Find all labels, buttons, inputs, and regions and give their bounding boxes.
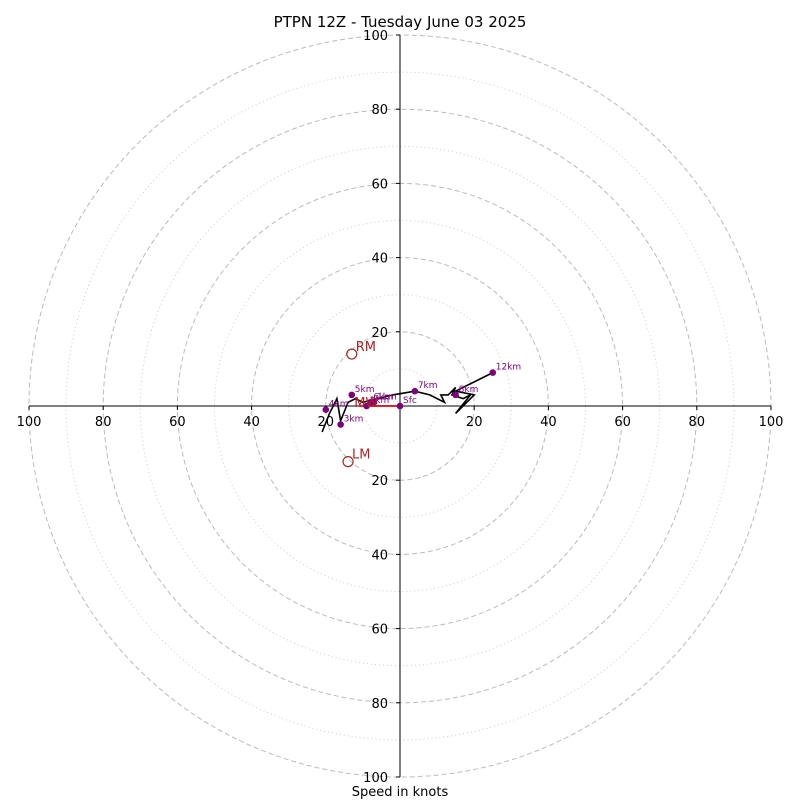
height-point-label: 8km bbox=[459, 385, 479, 395]
y-tick-label: 20 bbox=[371, 474, 388, 489]
height-point-marker bbox=[489, 369, 497, 376]
height-point-marker bbox=[337, 421, 344, 428]
height-point-label: 5km bbox=[355, 385, 375, 395]
storm-motion-marker bbox=[342, 456, 354, 468]
height-point-marker bbox=[367, 398, 374, 406]
y-tick-label: 20 bbox=[371, 326, 388, 341]
x-tick-label: 80 bbox=[95, 415, 112, 430]
height-point-label: 2km bbox=[370, 396, 390, 406]
y-tick-label: 100 bbox=[363, 29, 388, 44]
height-point-label: 4km bbox=[329, 400, 349, 410]
storm-motion-mw: MW bbox=[354, 396, 378, 411]
height-point-12km: 12km bbox=[489, 363, 521, 376]
height-point-4km: 4km bbox=[322, 400, 349, 414]
height-point-marker bbox=[348, 391, 356, 399]
height-point-marker bbox=[396, 402, 404, 410]
y-tick-label: 60 bbox=[371, 623, 388, 638]
x-tick-label: 40 bbox=[243, 415, 260, 430]
height-point-marker bbox=[322, 406, 330, 414]
x-tick-label: 60 bbox=[169, 415, 186, 430]
height-point-label: 7km bbox=[418, 381, 438, 391]
height-point-marker bbox=[411, 387, 419, 395]
y-tick-label: 80 bbox=[371, 697, 388, 712]
storm-motion-marker bbox=[346, 348, 358, 360]
storm-motion-label: LM bbox=[352, 448, 370, 463]
height-point-Sfc: Sfc bbox=[396, 396, 417, 410]
height-point-6km: 6km bbox=[367, 392, 393, 406]
x-tick-label: 80 bbox=[689, 415, 706, 430]
x-tick-label: 100 bbox=[759, 415, 784, 430]
storm-motion-rm: RM bbox=[346, 340, 376, 360]
storm-motion-label: MW bbox=[354, 396, 378, 411]
x-tick-label: 40 bbox=[540, 415, 557, 430]
chart-title: PTPN 12Z - Tuesday June 03 2025 bbox=[274, 13, 527, 31]
height-point-marker bbox=[452, 391, 459, 399]
y-tick-label: 60 bbox=[371, 177, 388, 192]
x-tick-label: 60 bbox=[614, 415, 631, 430]
height-point-label: Sfc bbox=[403, 396, 417, 406]
height-point-label: 6km bbox=[373, 392, 393, 402]
height-point-3km: 3km bbox=[337, 415, 363, 428]
storm-motion-lm: LM bbox=[342, 448, 371, 468]
storm-motion-label: RM bbox=[356, 340, 376, 355]
height-point-8km: 8km bbox=[452, 385, 479, 399]
height-point-5km: 5km bbox=[348, 385, 375, 399]
height-point-label: 3km bbox=[344, 415, 364, 425]
height-point-label: 12km bbox=[496, 363, 521, 373]
hodograph-trace bbox=[321, 371, 494, 433]
x-tick-label: 100 bbox=[17, 415, 42, 430]
x-tick-label: 20 bbox=[466, 415, 483, 430]
height-point-7km: 7km bbox=[411, 381, 438, 395]
y-tick-label: 80 bbox=[371, 103, 388, 118]
y-tick-label: 40 bbox=[371, 548, 388, 563]
x-axis-label: Speed in knots bbox=[352, 785, 449, 800]
y-tick-label: 40 bbox=[371, 252, 388, 267]
y-tick-label: 100 bbox=[363, 771, 388, 786]
height-point-label: 1km bbox=[377, 392, 397, 402]
